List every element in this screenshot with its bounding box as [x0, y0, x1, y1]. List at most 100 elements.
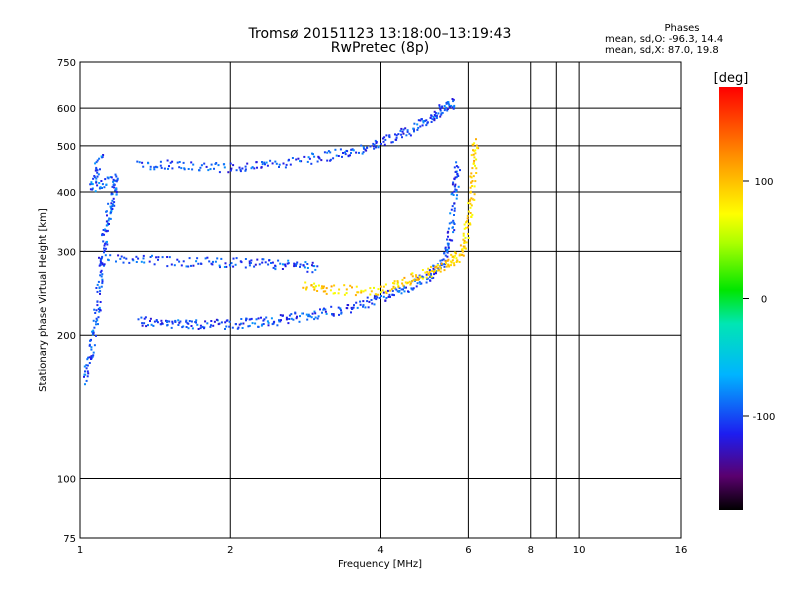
data-point	[440, 113, 443, 116]
data-point	[329, 289, 332, 292]
data-point	[362, 300, 365, 303]
data-point	[88, 362, 91, 364]
data-point	[94, 312, 97, 314]
data-point	[337, 155, 340, 157]
data-point	[205, 165, 208, 168]
data-point	[226, 319, 229, 322]
data-point	[153, 166, 156, 169]
data-point	[457, 175, 460, 177]
data-point	[443, 109, 446, 112]
data-point	[112, 183, 115, 186]
data-point	[445, 262, 447, 265]
data-point	[260, 324, 263, 327]
data-point	[182, 260, 185, 263]
data-point	[99, 292, 101, 295]
data-point	[469, 223, 472, 226]
data-point	[412, 278, 415, 281]
data-point	[112, 178, 115, 181]
data-point	[440, 106, 443, 109]
data-point	[239, 170, 242, 173]
data-point	[366, 300, 369, 303]
data-point	[97, 173, 100, 176]
data-point	[99, 290, 102, 293]
data-point	[128, 261, 131, 264]
data-point	[90, 356, 93, 359]
data-point	[311, 261, 314, 264]
data-point	[454, 254, 457, 257]
data-point	[352, 149, 355, 152]
data-point	[103, 263, 106, 266]
data-point	[448, 265, 451, 268]
data-point	[469, 212, 472, 214]
data-point	[206, 256, 209, 259]
data-point	[439, 267, 442, 270]
x-tick-label: 6	[465, 545, 471, 556]
data-point	[288, 318, 291, 320]
data-point	[399, 129, 402, 132]
data-point	[440, 262, 443, 265]
data-point	[228, 320, 231, 323]
data-point	[274, 264, 277, 267]
data-point	[267, 321, 270, 324]
data-point	[207, 169, 210, 172]
data-point	[311, 271, 314, 274]
data-point	[439, 108, 442, 111]
data-point	[87, 356, 90, 359]
data-point	[392, 285, 395, 288]
data-point	[462, 245, 465, 248]
data-point	[467, 226, 469, 229]
data-point	[447, 264, 450, 267]
data-point	[397, 286, 400, 288]
data-point	[329, 158, 332, 161]
data-point	[204, 320, 207, 323]
data-point	[178, 166, 181, 169]
data-point	[425, 281, 428, 284]
data-point	[407, 290, 409, 293]
data-point	[192, 163, 195, 166]
data-point	[230, 167, 233, 170]
data-point	[373, 286, 375, 289]
data-point	[115, 193, 118, 196]
data-point	[382, 140, 385, 143]
data-point	[446, 109, 449, 112]
data-point	[179, 320, 182, 323]
data-point	[464, 236, 467, 239]
data-point	[453, 207, 456, 210]
data-point	[362, 146, 365, 149]
data-point	[451, 98, 454, 100]
data-point	[86, 370, 89, 373]
data-point	[473, 199, 476, 201]
data-point	[286, 262, 289, 265]
data-point	[402, 288, 404, 291]
data-point	[434, 271, 437, 274]
data-point	[380, 295, 382, 297]
data-point	[262, 323, 265, 325]
data-point	[375, 298, 378, 301]
data-point	[254, 322, 257, 325]
data-point	[451, 192, 454, 195]
data-point	[354, 294, 357, 297]
data-point	[393, 294, 395, 297]
data-point	[366, 296, 369, 299]
data-point	[190, 325, 193, 327]
data-point	[438, 106, 441, 108]
data-point	[428, 273, 431, 276]
data-point	[441, 111, 444, 114]
data-point	[292, 318, 295, 321]
data-point	[103, 186, 106, 189]
data-point	[185, 326, 188, 328]
data-point	[166, 256, 169, 258]
data-point	[99, 308, 101, 311]
data-point	[416, 128, 419, 131]
data-point	[474, 152, 477, 155]
data-point	[114, 173, 117, 176]
data-point	[99, 271, 102, 274]
data-point	[95, 323, 97, 326]
data-point	[169, 161, 172, 164]
stats-o-mode: mean, sd,O: -96.3, 14.4	[605, 34, 724, 45]
data-point	[344, 151, 346, 154]
data-point	[450, 253, 453, 256]
data-point	[140, 260, 143, 263]
data-point	[452, 219, 455, 222]
data-point	[469, 202, 472, 205]
